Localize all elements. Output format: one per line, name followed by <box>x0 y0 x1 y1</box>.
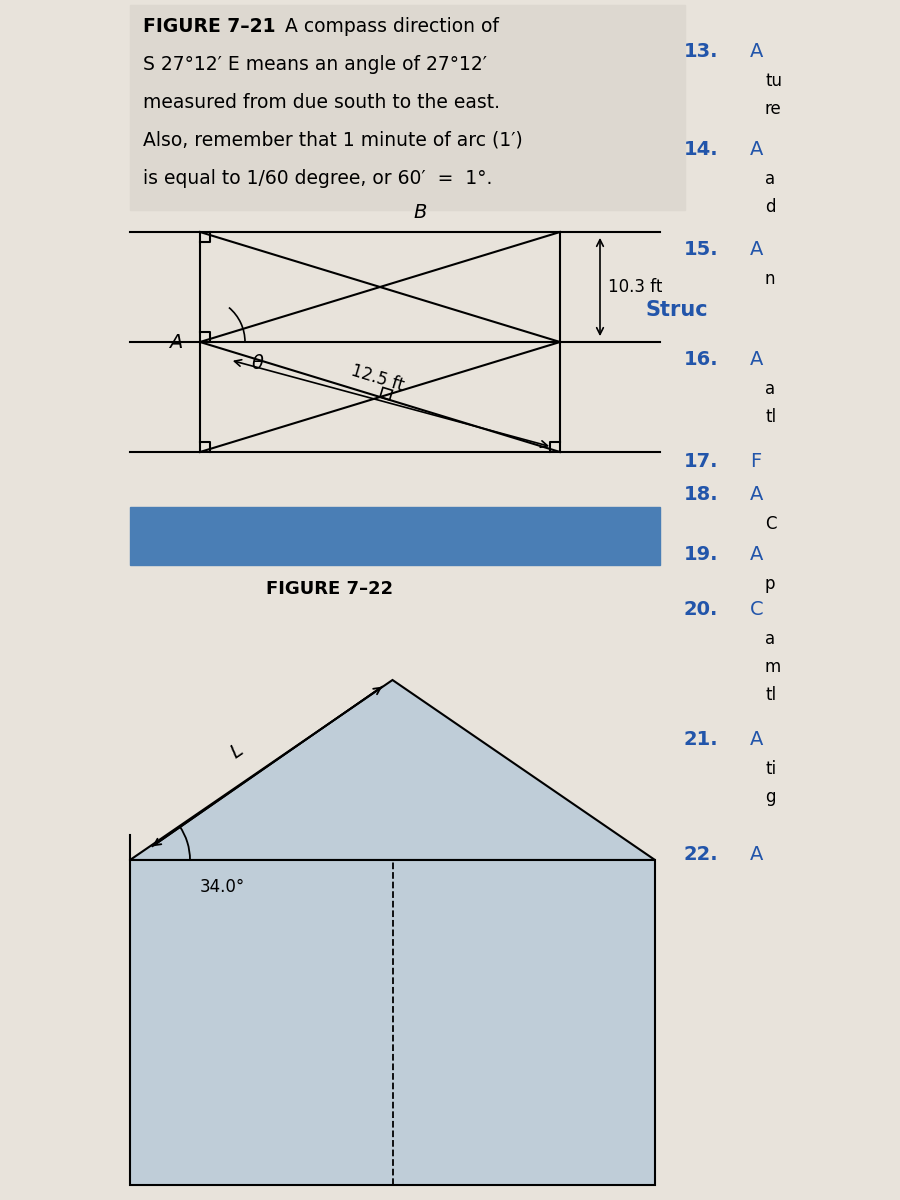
Text: a: a <box>765 380 775 398</box>
Text: A: A <box>750 140 763 158</box>
Text: θ: θ <box>252 354 264 373</box>
Text: measured from due south to the east.: measured from due south to the east. <box>143 92 500 112</box>
Text: FIGURE 7–22: FIGURE 7–22 <box>266 580 393 598</box>
Text: A: A <box>750 42 763 61</box>
Text: p: p <box>765 575 776 593</box>
Text: a: a <box>765 170 775 188</box>
Text: 22.: 22. <box>683 845 718 864</box>
Text: ti: ti <box>765 760 776 778</box>
Text: n: n <box>765 270 776 288</box>
Text: FIGURE 7–21: FIGURE 7–21 <box>143 17 275 36</box>
Text: 16.: 16. <box>683 350 718 370</box>
Text: 15.: 15. <box>683 240 718 259</box>
Text: tl: tl <box>765 686 776 704</box>
Text: A: A <box>750 845 763 864</box>
Text: m: m <box>765 658 781 676</box>
Text: C: C <box>750 600 763 619</box>
Text: 20.: 20. <box>684 600 718 619</box>
Text: 19.: 19. <box>683 545 718 564</box>
Text: 10.3 ft: 10.3 ft <box>608 278 662 296</box>
Text: 13.: 13. <box>683 42 718 61</box>
Text: B: B <box>413 203 427 222</box>
Text: re: re <box>765 100 782 118</box>
Text: a: a <box>765 630 775 648</box>
Text: is equal to 1/60 degree, or 60′  =  1°.: is equal to 1/60 degree, or 60′ = 1°. <box>143 169 492 188</box>
Text: A: A <box>750 350 763 370</box>
Text: A: A <box>750 730 763 749</box>
Text: A: A <box>750 545 763 564</box>
Bar <box>130 506 660 565</box>
Text: A: A <box>750 240 763 259</box>
Text: 34.0°: 34.0° <box>200 878 245 896</box>
Bar <box>130 860 655 1186</box>
Text: 17.: 17. <box>683 452 718 470</box>
Text: tu: tu <box>765 72 782 90</box>
Text: L: L <box>228 740 248 762</box>
Text: S 27°12′ E means an angle of 27°12′: S 27°12′ E means an angle of 27°12′ <box>143 55 487 74</box>
Text: d: d <box>765 198 776 216</box>
Text: 14.: 14. <box>683 140 718 158</box>
Text: Also, remember that 1 minute of arc (1′): Also, remember that 1 minute of arc (1′) <box>143 131 523 150</box>
Text: A: A <box>168 332 182 352</box>
Text: tl: tl <box>765 408 776 426</box>
Text: g: g <box>765 788 776 806</box>
Text: A compass direction of: A compass direction of <box>285 17 499 36</box>
Text: Struc: Struc <box>645 300 708 320</box>
Text: 21.: 21. <box>683 730 718 749</box>
Bar <box>130 5 685 210</box>
Text: A: A <box>750 485 763 504</box>
Text: 18.: 18. <box>683 485 718 504</box>
Polygon shape <box>130 680 655 860</box>
Text: F: F <box>750 452 761 470</box>
Text: 12.5 ft: 12.5 ft <box>348 361 406 395</box>
Text: C: C <box>765 515 777 533</box>
